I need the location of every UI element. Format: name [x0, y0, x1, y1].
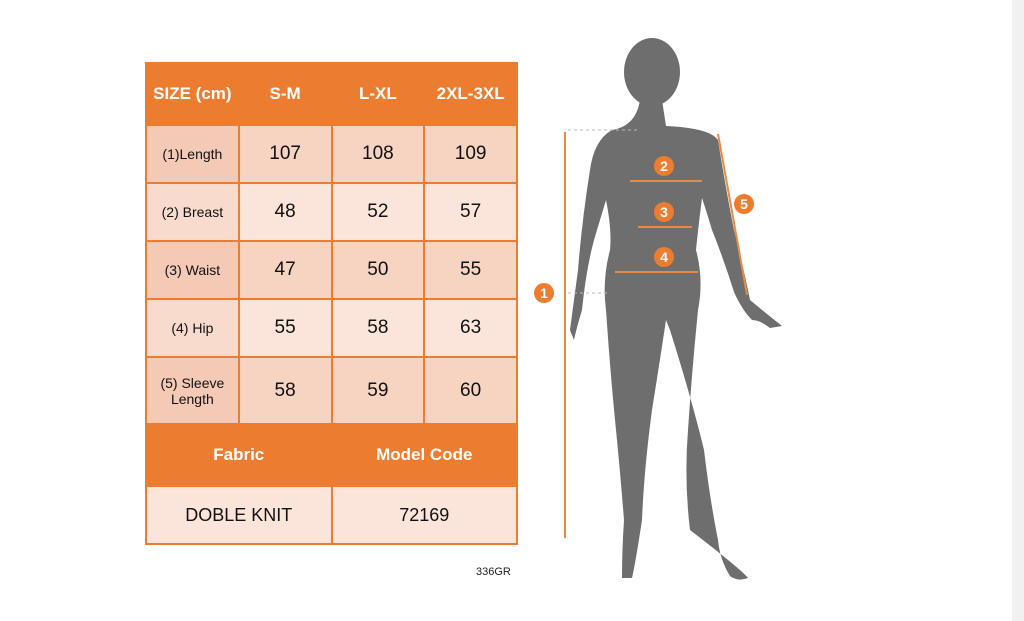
cell: 109: [423, 124, 518, 184]
marker-label: 3: [660, 204, 668, 220]
marker-1: [534, 283, 554, 303]
header-s-m: S-M: [237, 62, 333, 126]
size-table: SIZE (cm) S-M L-XL 2XL-3XL (1)Length 107…: [145, 62, 518, 545]
measure-lines: [564, 129, 748, 538]
table-row: (4) Hip 55 58 63: [145, 298, 518, 358]
cell: 47: [237, 240, 333, 300]
cell: 58: [237, 356, 333, 425]
marker-3: [654, 202, 674, 222]
row-label: (3) Waist: [145, 240, 240, 300]
table-row: (3) Waist 47 50 55: [145, 240, 518, 300]
marker-4: [654, 247, 674, 267]
table-row: (2) Breast 48 52 57: [145, 182, 518, 242]
fabric-header: Fabric: [145, 423, 333, 487]
cell: 60: [423, 356, 518, 425]
table-row: (1)Length 107 108 109: [145, 124, 518, 184]
footer-row: DOBLE KNIT 72169: [145, 485, 518, 545]
marker-2: [654, 156, 674, 176]
footer-header: Fabric Model Code: [145, 423, 518, 487]
marker-5: [734, 194, 754, 214]
marker-label: 4: [660, 249, 668, 265]
silhouette: [570, 38, 782, 580]
cell: 107: [237, 124, 333, 184]
markers: [534, 156, 754, 303]
table-row: (5) Sleeve Length 58 59 60: [145, 356, 518, 425]
model-code-header: Model Code: [330, 423, 518, 487]
row-label: (2) Breast: [145, 182, 240, 242]
body-silhouette-figure: 1 2 3 4 5: [534, 38, 782, 580]
row-label: (4) Hip: [145, 298, 240, 358]
marker-label: 1: [540, 285, 548, 301]
row-label: (5) Sleeve Length: [145, 356, 240, 425]
row-label: (1)Length: [145, 124, 240, 184]
cell: 55: [423, 240, 518, 300]
header-size: SIZE (cm): [145, 62, 240, 126]
cell: 48: [237, 182, 333, 242]
fabric-value: DOBLE KNIT: [145, 485, 333, 545]
cell: 108: [330, 124, 426, 184]
sleeve-line: [717, 133, 748, 296]
cell: 59: [330, 356, 426, 425]
cell: 50: [330, 240, 426, 300]
header-2xl-3xl: 2XL-3XL: [423, 62, 518, 126]
marker-label: 5: [740, 196, 748, 212]
right-edge: [1012, 0, 1024, 621]
marker-label: 2: [660, 158, 668, 174]
table-header: SIZE (cm) S-M L-XL 2XL-3XL: [145, 62, 518, 126]
cell: 52: [330, 182, 426, 242]
product-code: 336GR: [476, 566, 511, 578]
cell: 63: [423, 298, 518, 358]
model-code-value: 72169: [330, 485, 518, 545]
cell: 55: [237, 298, 333, 358]
cell: 57: [423, 182, 518, 242]
header-l-xl: L-XL: [330, 62, 426, 126]
cell: 58: [330, 298, 426, 358]
